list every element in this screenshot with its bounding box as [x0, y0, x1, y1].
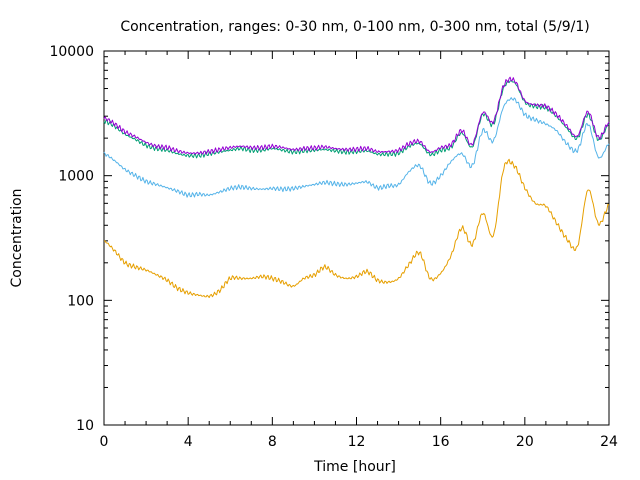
y-tick-label: 10: [76, 418, 94, 434]
x-tick-label: 16: [432, 434, 450, 450]
series-line-3: [103, 79, 610, 159]
series-line-4: [103, 76, 610, 155]
x-tick-label: 20: [516, 434, 534, 450]
y-axis-label: Concentration: [9, 188, 25, 287]
x-axis-label: Time [hour]: [313, 459, 396, 475]
x-tick-label: 24: [600, 434, 618, 450]
series-line-2: [103, 97, 610, 198]
x-tick-label: 8: [268, 434, 277, 450]
series-line-1: [103, 158, 610, 298]
axis-ticks: 0 4 8 12 16 20 24 10 100 1000 10000: [49, 44, 618, 450]
y-tick-label: 100: [67, 293, 94, 309]
y-tick-label: 10000: [49, 44, 94, 60]
y-tick-label: 1000: [58, 169, 94, 185]
chart-title: Concentration, ranges: 0-30 nm, 0-100 nm…: [120, 19, 589, 35]
x-tick-label: 0: [100, 434, 109, 450]
series-lines: [103, 76, 610, 298]
x-tick-label: 4: [184, 434, 193, 450]
x-tick-label: 12: [348, 434, 366, 450]
